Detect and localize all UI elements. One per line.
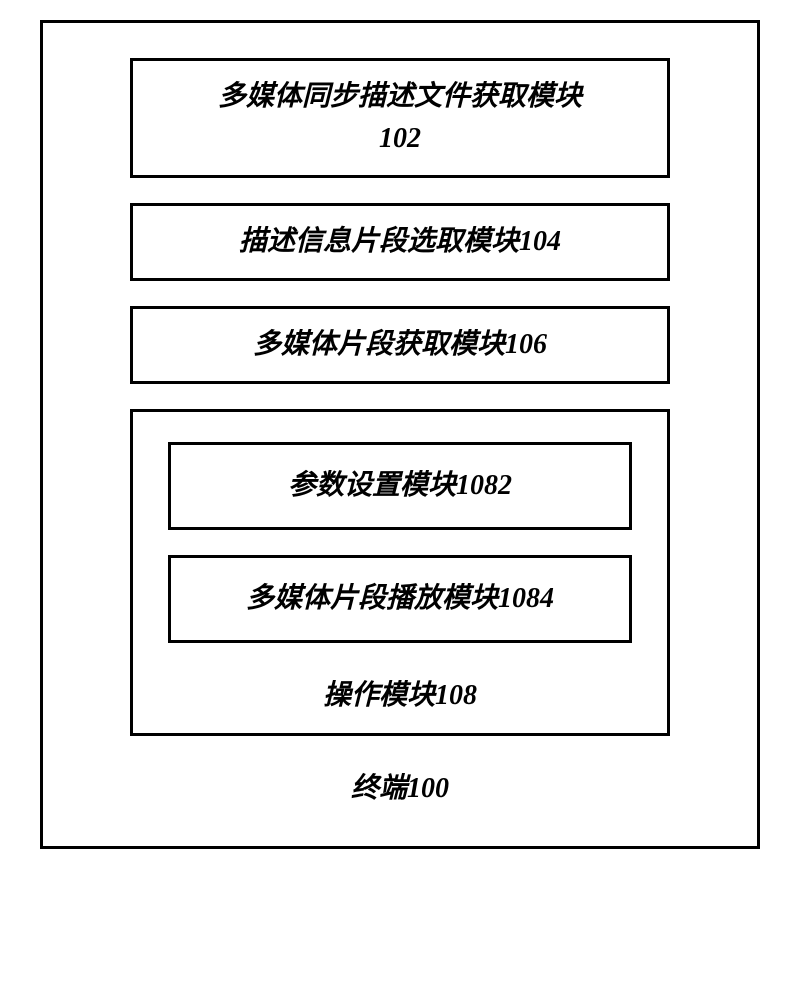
sub-module-1082-text: 参数设置模块1082 — [288, 470, 512, 501]
module-106-text: 多媒体片段获取模块106 — [253, 329, 547, 360]
sub-module-1084: 多媒体片段播放模块1084 — [168, 555, 632, 643]
terminal-label: 终端100 — [351, 766, 449, 806]
terminal-container: 多媒体同步描述文件获取模块 102 描述信息片段选取模块104 多媒体片段获取模… — [40, 20, 760, 849]
module-102-line2: 102 — [379, 118, 421, 160]
sub-module-1084-text: 多媒体片段播放模块1084 — [246, 583, 554, 614]
module-102-line1: 多媒体同步描述文件获取模块 — [218, 76, 582, 118]
module-106: 多媒体片段获取模块106 — [130, 306, 670, 384]
module-102: 多媒体同步描述文件获取模块 102 — [130, 58, 670, 178]
operation-module-108: 参数设置模块1082 多媒体片段播放模块1084 操作模块108 — [130, 409, 670, 736]
module-104: 描述信息片段选取模块104 — [130, 203, 670, 281]
module-104-text: 描述信息片段选取模块104 — [239, 226, 561, 257]
operation-module-label: 操作模块108 — [323, 673, 477, 713]
sub-module-1082: 参数设置模块1082 — [168, 442, 632, 530]
